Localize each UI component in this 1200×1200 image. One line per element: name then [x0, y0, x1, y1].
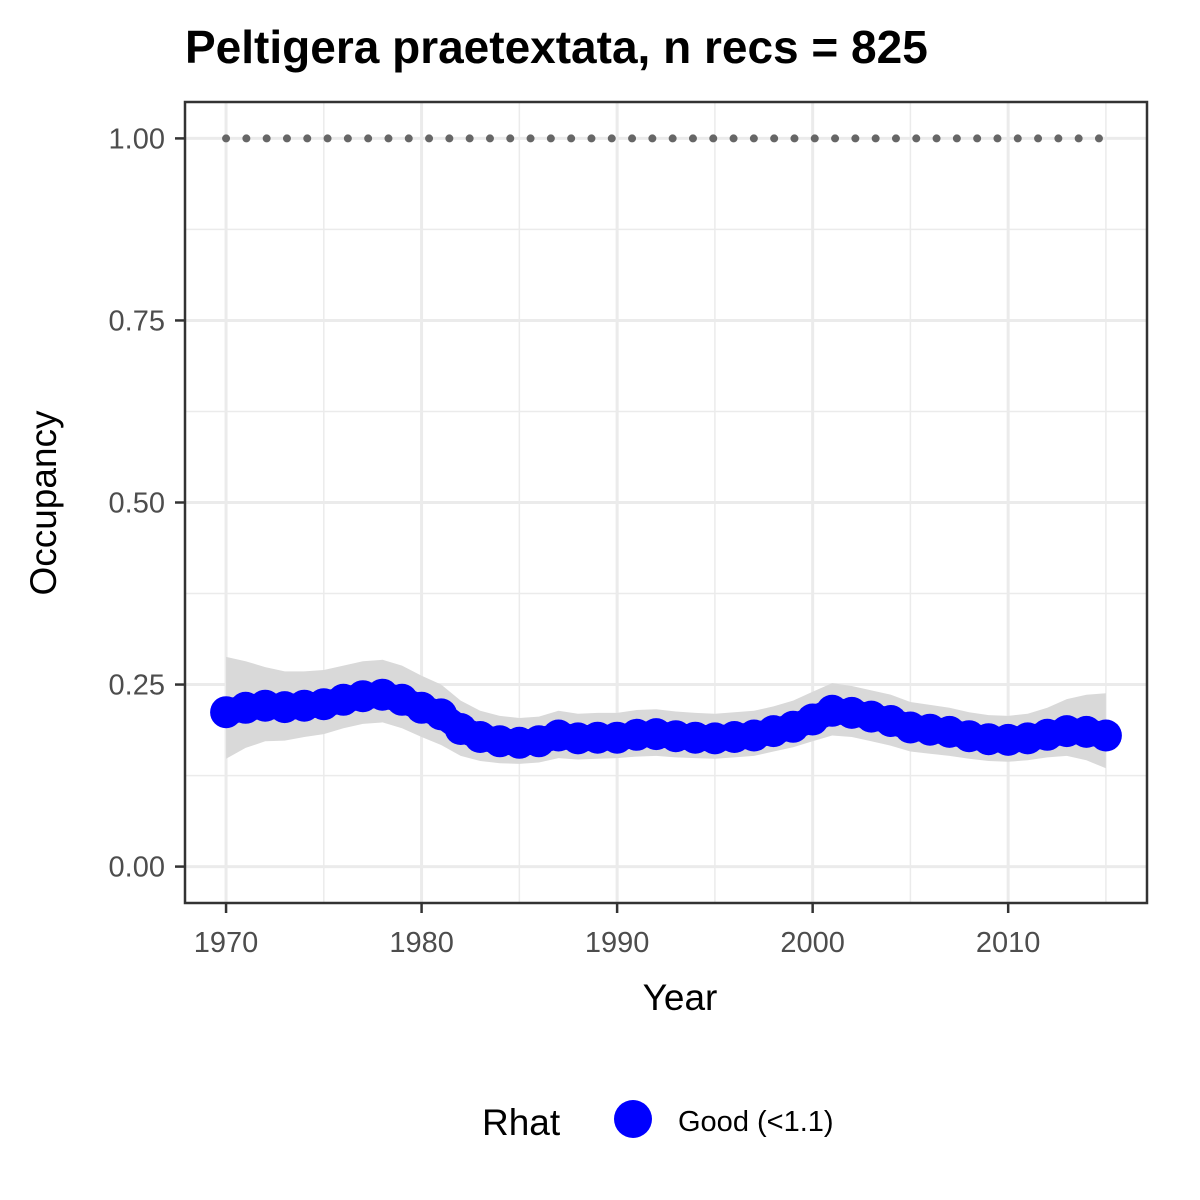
y-tick-label: 1.00 — [109, 123, 165, 155]
chart-title: Peltigera praetextata, n recs = 825 — [185, 21, 928, 73]
legend: Rhat Good (<1.1) — [482, 1100, 834, 1143]
confidence-ribbon — [226, 656, 1106, 769]
x-tick-label: 1990 — [585, 927, 650, 959]
plot-panel: 1970 1980 1990 2000 2010 0.00 0.25 0.50 0.75 1.00 — [109, 100, 1149, 959]
x-tick-label: 1970 — [194, 927, 259, 959]
y-axis-title: Occupancy — [23, 410, 64, 596]
x-axis-title: Year — [643, 977, 718, 1018]
x-tick-label: 1980 — [389, 927, 454, 959]
x-tick-label: 2000 — [780, 927, 845, 959]
x-tick-label: 2010 — [976, 927, 1041, 959]
y-tick-label: 0.75 — [109, 305, 165, 337]
y-tick-label: 0.25 — [109, 670, 165, 702]
legend-title: Rhat — [482, 1102, 561, 1143]
legend-label-good: Good (<1.1) — [678, 1106, 834, 1138]
occupancy-point — [1089, 719, 1122, 752]
y-tick-label: 0.50 — [109, 488, 165, 520]
legend-key-good — [614, 1100, 652, 1138]
y-tick-label: 0.00 — [109, 852, 165, 884]
